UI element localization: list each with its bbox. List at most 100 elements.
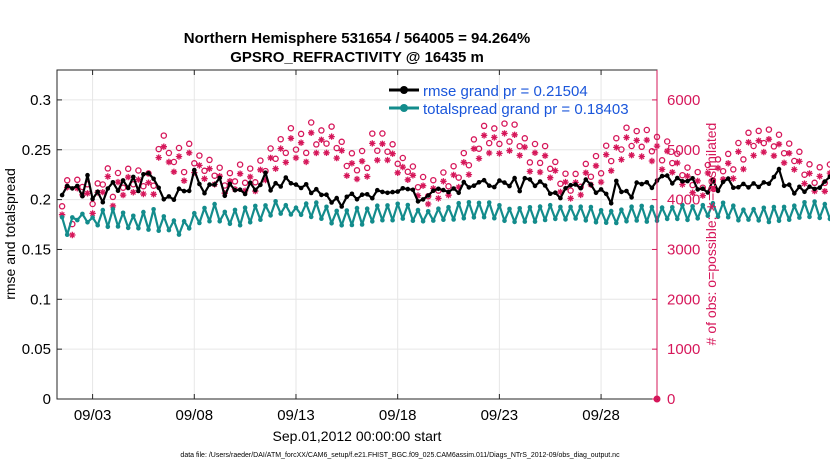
rmse-point: [237, 187, 243, 192]
assimilated-obs-point: [272, 165, 279, 172]
totalspread-point: [583, 218, 589, 223]
rmse-point: [100, 199, 106, 205]
totalspread-point: [247, 220, 253, 225]
totalspread-point: [268, 213, 273, 218]
possible-obs-point: [643, 126, 651, 134]
totalspread-point: [344, 208, 350, 213]
totalspread-point: [532, 219, 538, 224]
y-tick-label-left: 0.2: [30, 192, 51, 209]
assimilated-obs-point: [491, 134, 498, 141]
rmse-point: [792, 191, 797, 196]
totalspread-point: [400, 216, 406, 221]
assimilated-obs-point: [389, 150, 396, 157]
totalspread-point: [746, 217, 751, 222]
rmse-point: [690, 176, 695, 181]
possible-obs-point: [135, 167, 142, 174]
rmse-point: [537, 179, 543, 184]
totalspread-point: [512, 219, 517, 225]
possible-obs-point: [730, 166, 737, 173]
possible-obs-point: [552, 158, 559, 166]
assimilated-obs-point: [775, 141, 783, 148]
totalspread-point: [263, 203, 268, 208]
assimilated-obs-point: [719, 176, 727, 183]
assimilated-obs-point: [628, 152, 635, 159]
y-axis-label-left: rmse and totalspread: [2, 168, 18, 300]
legend-marker-rmse: [400, 86, 408, 94]
possible-obs-point: [302, 149, 310, 157]
totalspread-point: [797, 215, 802, 220]
totalspread-point: [105, 224, 111, 230]
tick-layer: 09/03 09/08 09/13 09/18 09/23 09/28 0 0.05 0.1 0.…: [22, 70, 700, 424]
possible-obs-point: [196, 152, 203, 159]
assimilated-obs-point: [511, 131, 518, 138]
totalspread-point: [649, 204, 655, 210]
rmse-point: [776, 166, 782, 172]
rmse-point: [105, 186, 111, 191]
assimilated-obs-point: [786, 150, 793, 157]
totalspread-point: [451, 217, 456, 222]
assimilated-obs-point: [821, 188, 828, 195]
assimilated-obs-point: [730, 175, 737, 182]
assimilated-obs-point: [669, 169, 676, 176]
assimilated-obs-point: [419, 182, 427, 189]
possible-obs-point: [455, 174, 462, 181]
possible-obs-point: [501, 120, 508, 127]
totalspread-point: [588, 204, 594, 210]
possible-obs-point: [750, 142, 757, 150]
y-tick-label-right: 2000: [667, 291, 700, 308]
legend-marker-totalspread: [400, 104, 408, 112]
y-tick-label-left: 0.1: [30, 291, 51, 308]
assimilated-obs-point: [379, 140, 386, 147]
assimilated-obs-point: [541, 152, 549, 159]
rmse-point: [380, 189, 385, 195]
rmse-point: [303, 182, 309, 187]
possible-obs-point: [287, 124, 295, 132]
possible-obs-point: [201, 167, 208, 175]
rmse-point: [619, 189, 624, 195]
totalspread-point: [125, 225, 131, 231]
possible-obs-point: [104, 165, 112, 172]
possible-obs-point: [791, 157, 798, 165]
assimilated-obs-point: [475, 155, 483, 162]
rmse-point: [532, 183, 538, 189]
possible-obs-point: [679, 171, 686, 179]
rmse-point: [802, 189, 807, 195]
totalspread-point: [64, 232, 70, 237]
totalspread-point: [680, 202, 685, 208]
rmse-point: [695, 187, 700, 192]
rmse-point: [268, 188, 273, 193]
assimilated-obs-point: [206, 165, 213, 172]
assimilated-obs-point: [99, 189, 106, 196]
totalspread-point: [237, 222, 243, 228]
rmse-point: [120, 178, 126, 183]
possible-obs-point: [796, 148, 803, 156]
assimilated-obs-point: [801, 180, 808, 187]
possible-obs-point: [155, 145, 162, 153]
possible-obs-point: [226, 169, 234, 177]
totalspread-point: [736, 218, 741, 223]
possible-obs-point: [313, 141, 320, 148]
assimilated-obs-point: [760, 148, 767, 156]
totalspread-point: [186, 226, 192, 231]
rmse-point: [222, 193, 228, 199]
totalspread-point: [202, 205, 207, 211]
rmse-point: [507, 183, 512, 189]
rmse-point: [568, 182, 573, 188]
assimilated-obs-point: [684, 173, 691, 180]
y-axis-label-right: # of obs: o=possible; ∗=assimilated: [703, 123, 719, 346]
y-tick-label-right: 3000: [667, 241, 700, 258]
y-tick-label-right: 5000: [667, 142, 700, 159]
totalspread-point: [436, 206, 441, 211]
totalspread-line: [61, 200, 830, 236]
rmse-point: [629, 195, 634, 200]
rmse-point: [446, 189, 451, 195]
totalspread-point: [608, 208, 614, 214]
possible-obs-point: [191, 160, 198, 167]
assimilated-obs-point: [297, 139, 305, 146]
possible-obs-point: [272, 155, 279, 163]
rmse-point: [786, 182, 792, 187]
rmse-point: [461, 179, 467, 185]
rmse-point: [736, 184, 741, 190]
rmse-point: [822, 179, 828, 184]
possible-obs-point: [780, 149, 788, 157]
